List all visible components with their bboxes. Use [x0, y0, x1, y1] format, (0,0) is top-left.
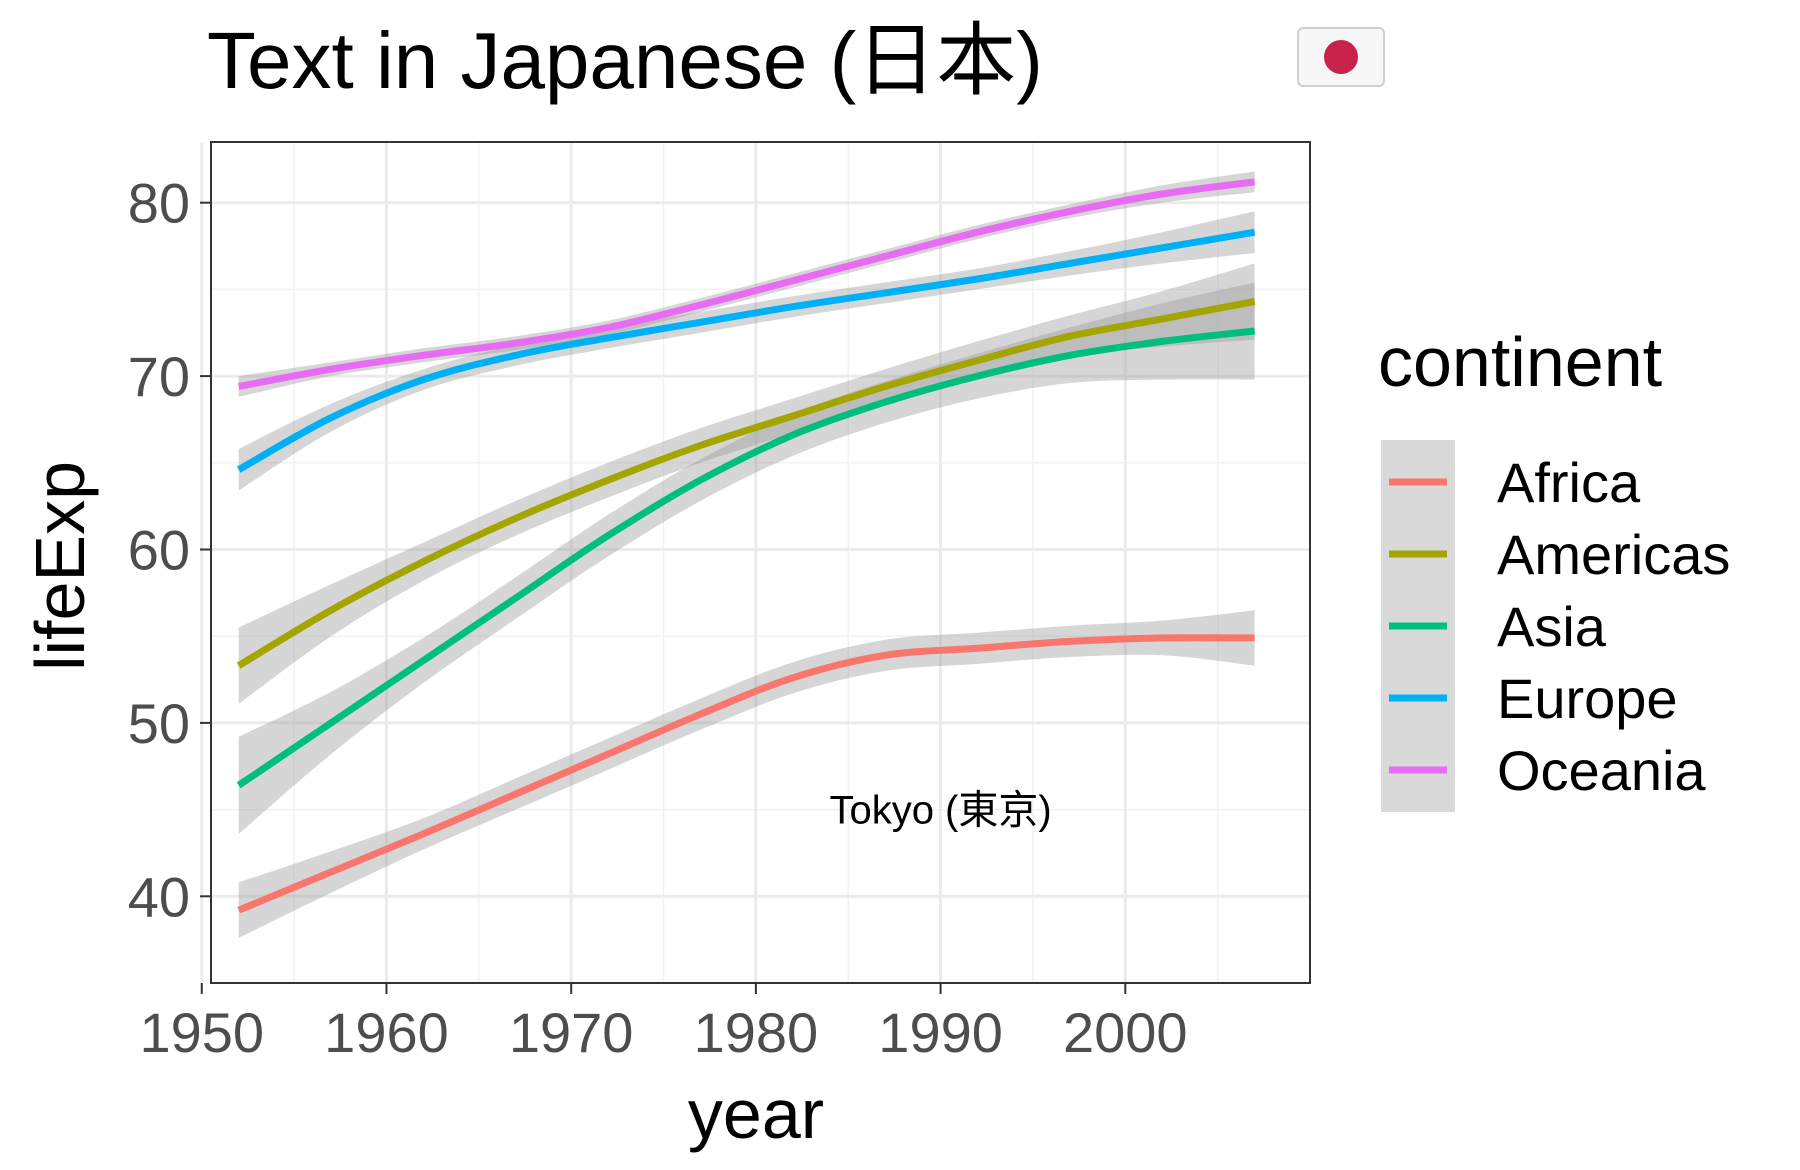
legend: continent Africa Americas Asia Europe Oceani…: [1378, 323, 1730, 812]
y-tick-label: 50: [128, 692, 190, 755]
y-axis-title: lifeExp: [21, 461, 99, 671]
chart-title: Text in Japanese (日本): [207, 16, 1043, 105]
grid-major: [200, 142, 1310, 983]
annotation-tokyo: Tokyo (東京): [829, 789, 1051, 833]
y-tick-label: 40: [128, 865, 190, 928]
x-tick-label: 1960: [324, 1001, 449, 1064]
legend-label-asia: Asia: [1497, 595, 1607, 658]
x-tick-label: 1990: [878, 1001, 1003, 1064]
plot-panel-border: [210, 141, 1311, 984]
legend-label-europe: Europe: [1497, 667, 1678, 730]
y-tick-label: 70: [128, 345, 190, 408]
series-line-europe: [236, 228, 1256, 473]
x-tick-label: 1970: [509, 1001, 634, 1064]
y-tick-label: 60: [128, 518, 190, 581]
x-axis: 1950 1960 1970 1980 1990 2000: [139, 983, 1188, 1064]
x-tick-label: 1950: [139, 1001, 264, 1064]
grid-minor: [211, 142, 1310, 983]
japan-flag-icon: [1297, 27, 1385, 87]
legend-label-africa: Africa: [1497, 451, 1641, 514]
series-line-americas: [236, 298, 1256, 669]
series-line-asia: [236, 327, 1255, 789]
series-lines: [236, 178, 1256, 914]
confidence-band-europe: [238, 211, 1255, 491]
series-line-africa: [237, 634, 1255, 914]
legend-label-americas: Americas: [1497, 523, 1730, 586]
series-line-oceania: [238, 178, 1256, 390]
x-tick-label: 1980: [694, 1001, 819, 1064]
x-axis-title: year: [688, 1075, 824, 1153]
confidence-band-asia: [238, 282, 1255, 834]
y-axis: 40 50 60 70 80: [128, 172, 211, 928]
x-tick-label: 2000: [1063, 1001, 1188, 1064]
legend-label-oceania: Oceania: [1497, 739, 1706, 802]
legend-title: continent: [1378, 323, 1662, 401]
confidence-band-africa: [238, 610, 1255, 938]
y-tick-label: 80: [128, 172, 190, 235]
